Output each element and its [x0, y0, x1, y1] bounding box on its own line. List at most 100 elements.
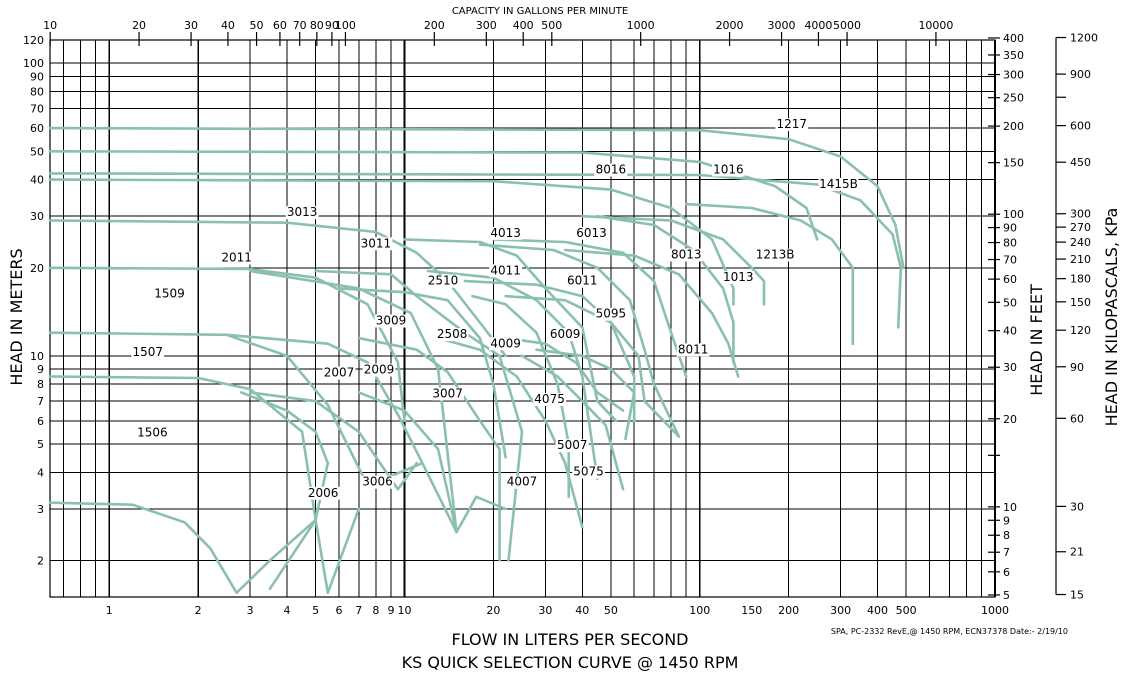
feet-tick-label: 7 — [1003, 546, 1010, 559]
gpm-tick-label: 200 — [424, 19, 445, 32]
curve-label-bg — [135, 426, 169, 440]
curve-4075 — [520, 354, 625, 491]
kpa-tick-label: 90 — [1070, 361, 1084, 374]
feet-tick-label: 150 — [1003, 157, 1024, 170]
feet-axis-title: HEAD IN FEET — [1027, 284, 1046, 396]
curve-3011 — [314, 269, 524, 562]
curve-label: 1016 — [713, 162, 744, 176]
feet-tick-label: 250 — [1003, 92, 1024, 105]
curve-label: 8011 — [678, 342, 709, 356]
curve-label: 2011 — [221, 251, 252, 265]
x-tick-label: 8 — [372, 604, 379, 617]
curve-2011 — [48, 266, 406, 423]
curve-label: 2510 — [428, 274, 459, 288]
feet-tick-label: 9 — [1003, 514, 1010, 527]
kpa-tick-label: 450 — [1070, 156, 1091, 169]
curve-label-bg — [426, 274, 460, 288]
feet-tick-label: 300 — [1003, 69, 1024, 82]
x-tick-label: 1 — [106, 604, 113, 617]
gpm-tick-label: 80 — [310, 19, 324, 32]
kpa-tick-label: 15 — [1070, 589, 1084, 602]
feet-tick-label: 10 — [1003, 501, 1017, 514]
curve-label: 3006 — [362, 475, 393, 489]
curve-3009 — [337, 287, 507, 459]
x-tick-label: 7 — [355, 604, 362, 617]
curve-label-bg — [594, 163, 628, 177]
y-tick-label: 40 — [30, 174, 44, 187]
chart-note: SPA, PC-2332 RevE,@ 1450 RPM, ECN37378 D… — [831, 627, 1068, 636]
curve-label-bg — [533, 393, 566, 407]
curve-1217 — [48, 126, 905, 270]
curve-label: 2007 — [324, 366, 355, 380]
curve-label: 4075 — [534, 392, 565, 406]
curve-label-bg — [220, 251, 254, 265]
gpm-tick-label: 10 — [43, 19, 57, 32]
gpm-tick-label: 1000 — [627, 19, 655, 32]
curve-4013 — [403, 238, 618, 423]
pump-curve-labels: 1217 8016 1016 1415B 3013 4013 6013 3011 2011 801… — [131, 117, 859, 500]
x-tick-label: 3 — [247, 604, 254, 617]
curve-2009 — [225, 333, 458, 534]
kpa-tick-label: 1200 — [1070, 32, 1098, 45]
curve-label: 1507 — [132, 345, 163, 359]
y-tick-label: 60 — [30, 122, 44, 135]
curve-8013 — [596, 214, 735, 364]
feet-tick-label: 350 — [1003, 49, 1024, 62]
curve-2510 — [248, 269, 458, 534]
x-axis-ticks: 1 2 3 4 5 6 7 8 9 10 20 30 40 50 100 150 200 300 400 500 100… — [106, 604, 1009, 617]
feet-tick-label: 20 — [1003, 413, 1017, 426]
curve-2006 — [240, 391, 330, 591]
curve-1013 — [581, 214, 766, 306]
kpa-tick-label: 60 — [1070, 412, 1084, 425]
curve-label-bg — [489, 226, 522, 240]
x-tick-label: 10 — [397, 604, 411, 617]
curve-label-bg — [669, 248, 703, 262]
feet-tick-label: 70 — [1003, 254, 1017, 267]
curve-label-bg — [431, 387, 465, 401]
feet-tick-label: 90 — [1003, 222, 1017, 235]
curve-label: 4007 — [507, 475, 538, 489]
curve-label: 8016 — [596, 162, 627, 176]
kpa-tick-label: 600 — [1070, 120, 1091, 133]
kpa-tick-label: 30 — [1070, 500, 1084, 513]
x-tick-label: 100 — [689, 604, 710, 617]
gpm-tick-label: 40 — [221, 19, 235, 32]
curve-label-bg — [676, 343, 710, 357]
kpa-axis-title: HEAD IN KILOPASCALS, KPa — [1102, 208, 1121, 427]
curve-1415B — [48, 172, 903, 329]
kpa-tick-label: 210 — [1070, 253, 1091, 266]
gpm-axis-title: CAPACITY IN GALLONS PER MINUTE — [452, 6, 628, 17]
y-tick-label: 8 — [37, 378, 44, 391]
curve-4011 — [426, 269, 599, 481]
curve-3013 — [48, 219, 507, 358]
curve-label: 4013 — [490, 226, 521, 240]
y-tick-label: 10 — [30, 350, 44, 363]
x-tick-label: 20 — [486, 604, 500, 617]
curve-label-bg — [565, 274, 599, 288]
y-tick-label: 30 — [30, 210, 44, 223]
y-tick-label: 3 — [37, 503, 44, 516]
x-tick-label: 5 — [312, 604, 319, 617]
curve-label-bg — [489, 337, 522, 351]
gpm-tick-label: 100 — [335, 19, 356, 32]
curve-label: 1506 — [137, 426, 168, 440]
curve-label-bg — [775, 118, 809, 132]
curve-label-bg — [548, 328, 582, 342]
feet-tick-label: 40 — [1003, 325, 1017, 338]
curve-label-bg — [711, 163, 745, 177]
y-tick-label: 120 — [23, 34, 44, 47]
curve-label: 8013 — [671, 248, 702, 262]
curve-label: 3009 — [376, 313, 407, 327]
pump-curves — [48, 126, 905, 595]
curve-label-bg — [435, 328, 469, 342]
y-tick-label: 20 — [30, 262, 44, 275]
curve-1016 — [48, 150, 819, 241]
gpm-tick-label: 60 — [273, 19, 287, 32]
curve-label: 2508 — [437, 327, 468, 341]
kpa-tick-label: 180 — [1070, 273, 1091, 286]
curve-label-bg — [153, 287, 186, 301]
y-tick-label: 50 — [30, 145, 44, 158]
curve-label-bg — [505, 475, 539, 489]
curve-label-bg — [361, 475, 394, 489]
